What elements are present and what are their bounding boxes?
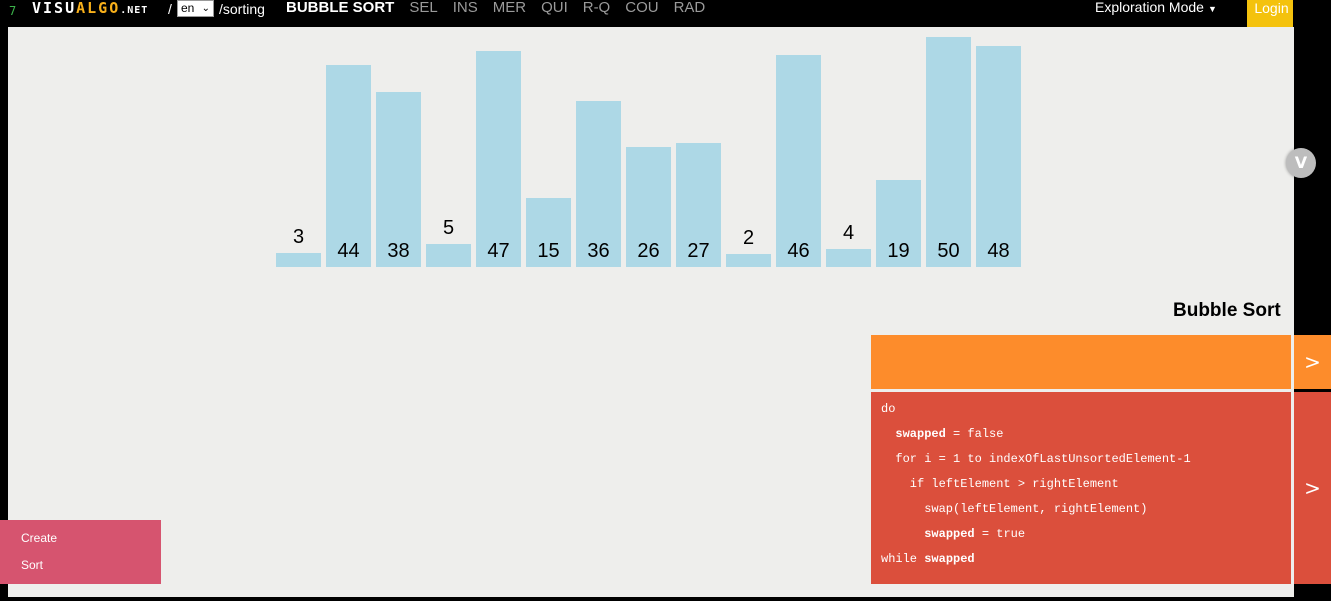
visualgo-logo[interactable]: VISUALGO.NET (32, 0, 149, 17)
pseudocode-line: swap(leftElement, rightElement) (881, 502, 1148, 516)
nav-item-cou[interactable]: COU (625, 0, 659, 16)
sort-action[interactable]: Sort (21, 558, 44, 572)
caret-down-icon: ▼ (1207, 4, 1217, 14)
array-bar (476, 51, 521, 267)
array-bar-value: 26 (637, 240, 660, 262)
array-bar-value: 2 (742, 227, 755, 249)
nav-item-r-q[interactable]: R-Q (582, 0, 611, 16)
nav-item-qui[interactable]: QUI (541, 0, 568, 16)
array-bar (576, 101, 621, 267)
pseudocode-line: while swapped (881, 552, 975, 566)
array-bar (876, 180, 921, 267)
pseudocode-line: swapped = false (895, 427, 1004, 441)
pseudocode-line: swapped = true (924, 527, 1026, 541)
array-bar (676, 143, 721, 267)
language-select[interactable]: en ⌄ (177, 0, 214, 17)
pseudocode-line: if leftElement > rightElement (881, 477, 1119, 491)
nav-item-mer[interactable]: MER (492, 0, 527, 16)
actions-panel: Create Sort (9, 520, 161, 584)
top-bar: 7 VISUALGO.NET / en ⌄ /sorting BUBBLE SOR… (0, 0, 1331, 27)
array-bar (976, 46, 1021, 267)
visualization-canvas: 3 44 38 5 47 15 36 26 27 2 46 4 19 50 48 (8, 27, 1294, 597)
array-bar (826, 249, 871, 267)
array-bar (776, 55, 821, 267)
array-bar (626, 147, 671, 267)
array-bar-value: 47 (487, 240, 510, 262)
path-separator: / (168, 1, 172, 17)
array-bar (926, 37, 971, 267)
pseudocode-panel: do swapped = false for i = 1 to indexOfL… (871, 392, 1291, 584)
login-button[interactable]: Login (1247, 0, 1293, 27)
nav-item-sel[interactable]: SEL (409, 0, 438, 16)
array-bar (326, 65, 371, 267)
status-panel-toggle[interactable]: > (1294, 335, 1331, 389)
array-bar-value: 5 (442, 217, 455, 239)
nav-item-bubble-sort[interactable]: BUBBLE SORT (286, 0, 395, 16)
create-action[interactable]: Create (21, 531, 58, 545)
page-path: /sorting (219, 1, 265, 17)
chevron-down-icon: ⌄ (201, 3, 210, 14)
pseudocode-panel-toggle[interactable]: > (1294, 392, 1331, 584)
array-bar (376, 92, 421, 267)
array-bar-value: 38 (387, 240, 410, 262)
array-bar-value: 27 (687, 240, 710, 262)
version-mark: 7 (9, 4, 17, 18)
array-bar-value: 46 (787, 240, 810, 262)
visualgo-badge-icon[interactable]: V (1286, 148, 1316, 178)
array-bar-value: 3 (292, 226, 305, 248)
array-bar-value: 44 (337, 240, 360, 262)
algorithm-nav: BUBBLE SORT SEL INS MER QUI R-Q COU RAD (286, 0, 705, 16)
array-bar (276, 253, 321, 267)
mode-dropdown[interactable]: Exploration Mode ▼ (1095, 0, 1217, 15)
status-panel (871, 335, 1291, 389)
nav-item-ins[interactable]: INS (452, 0, 478, 16)
algorithm-title: Bubble Sort (1173, 300, 1281, 321)
nav-item-rad[interactable]: RAD (673, 0, 706, 16)
array-bar (426, 244, 471, 267)
array-bar-value: 48 (987, 240, 1010, 262)
array-bar-value: 15 (537, 240, 560, 262)
array-bar (526, 198, 571, 267)
pseudocode-line: for i = 1 to indexOfLastUnsortedElement-… (881, 452, 1191, 466)
array-bar-value: 36 (587, 240, 610, 262)
pseudocode-line: do (881, 402, 896, 416)
array-bar (726, 254, 771, 267)
array-bar-value: 4 (842, 222, 855, 244)
array-bar-value: 19 (887, 240, 910, 262)
array-bar-value: 50 (937, 240, 960, 262)
